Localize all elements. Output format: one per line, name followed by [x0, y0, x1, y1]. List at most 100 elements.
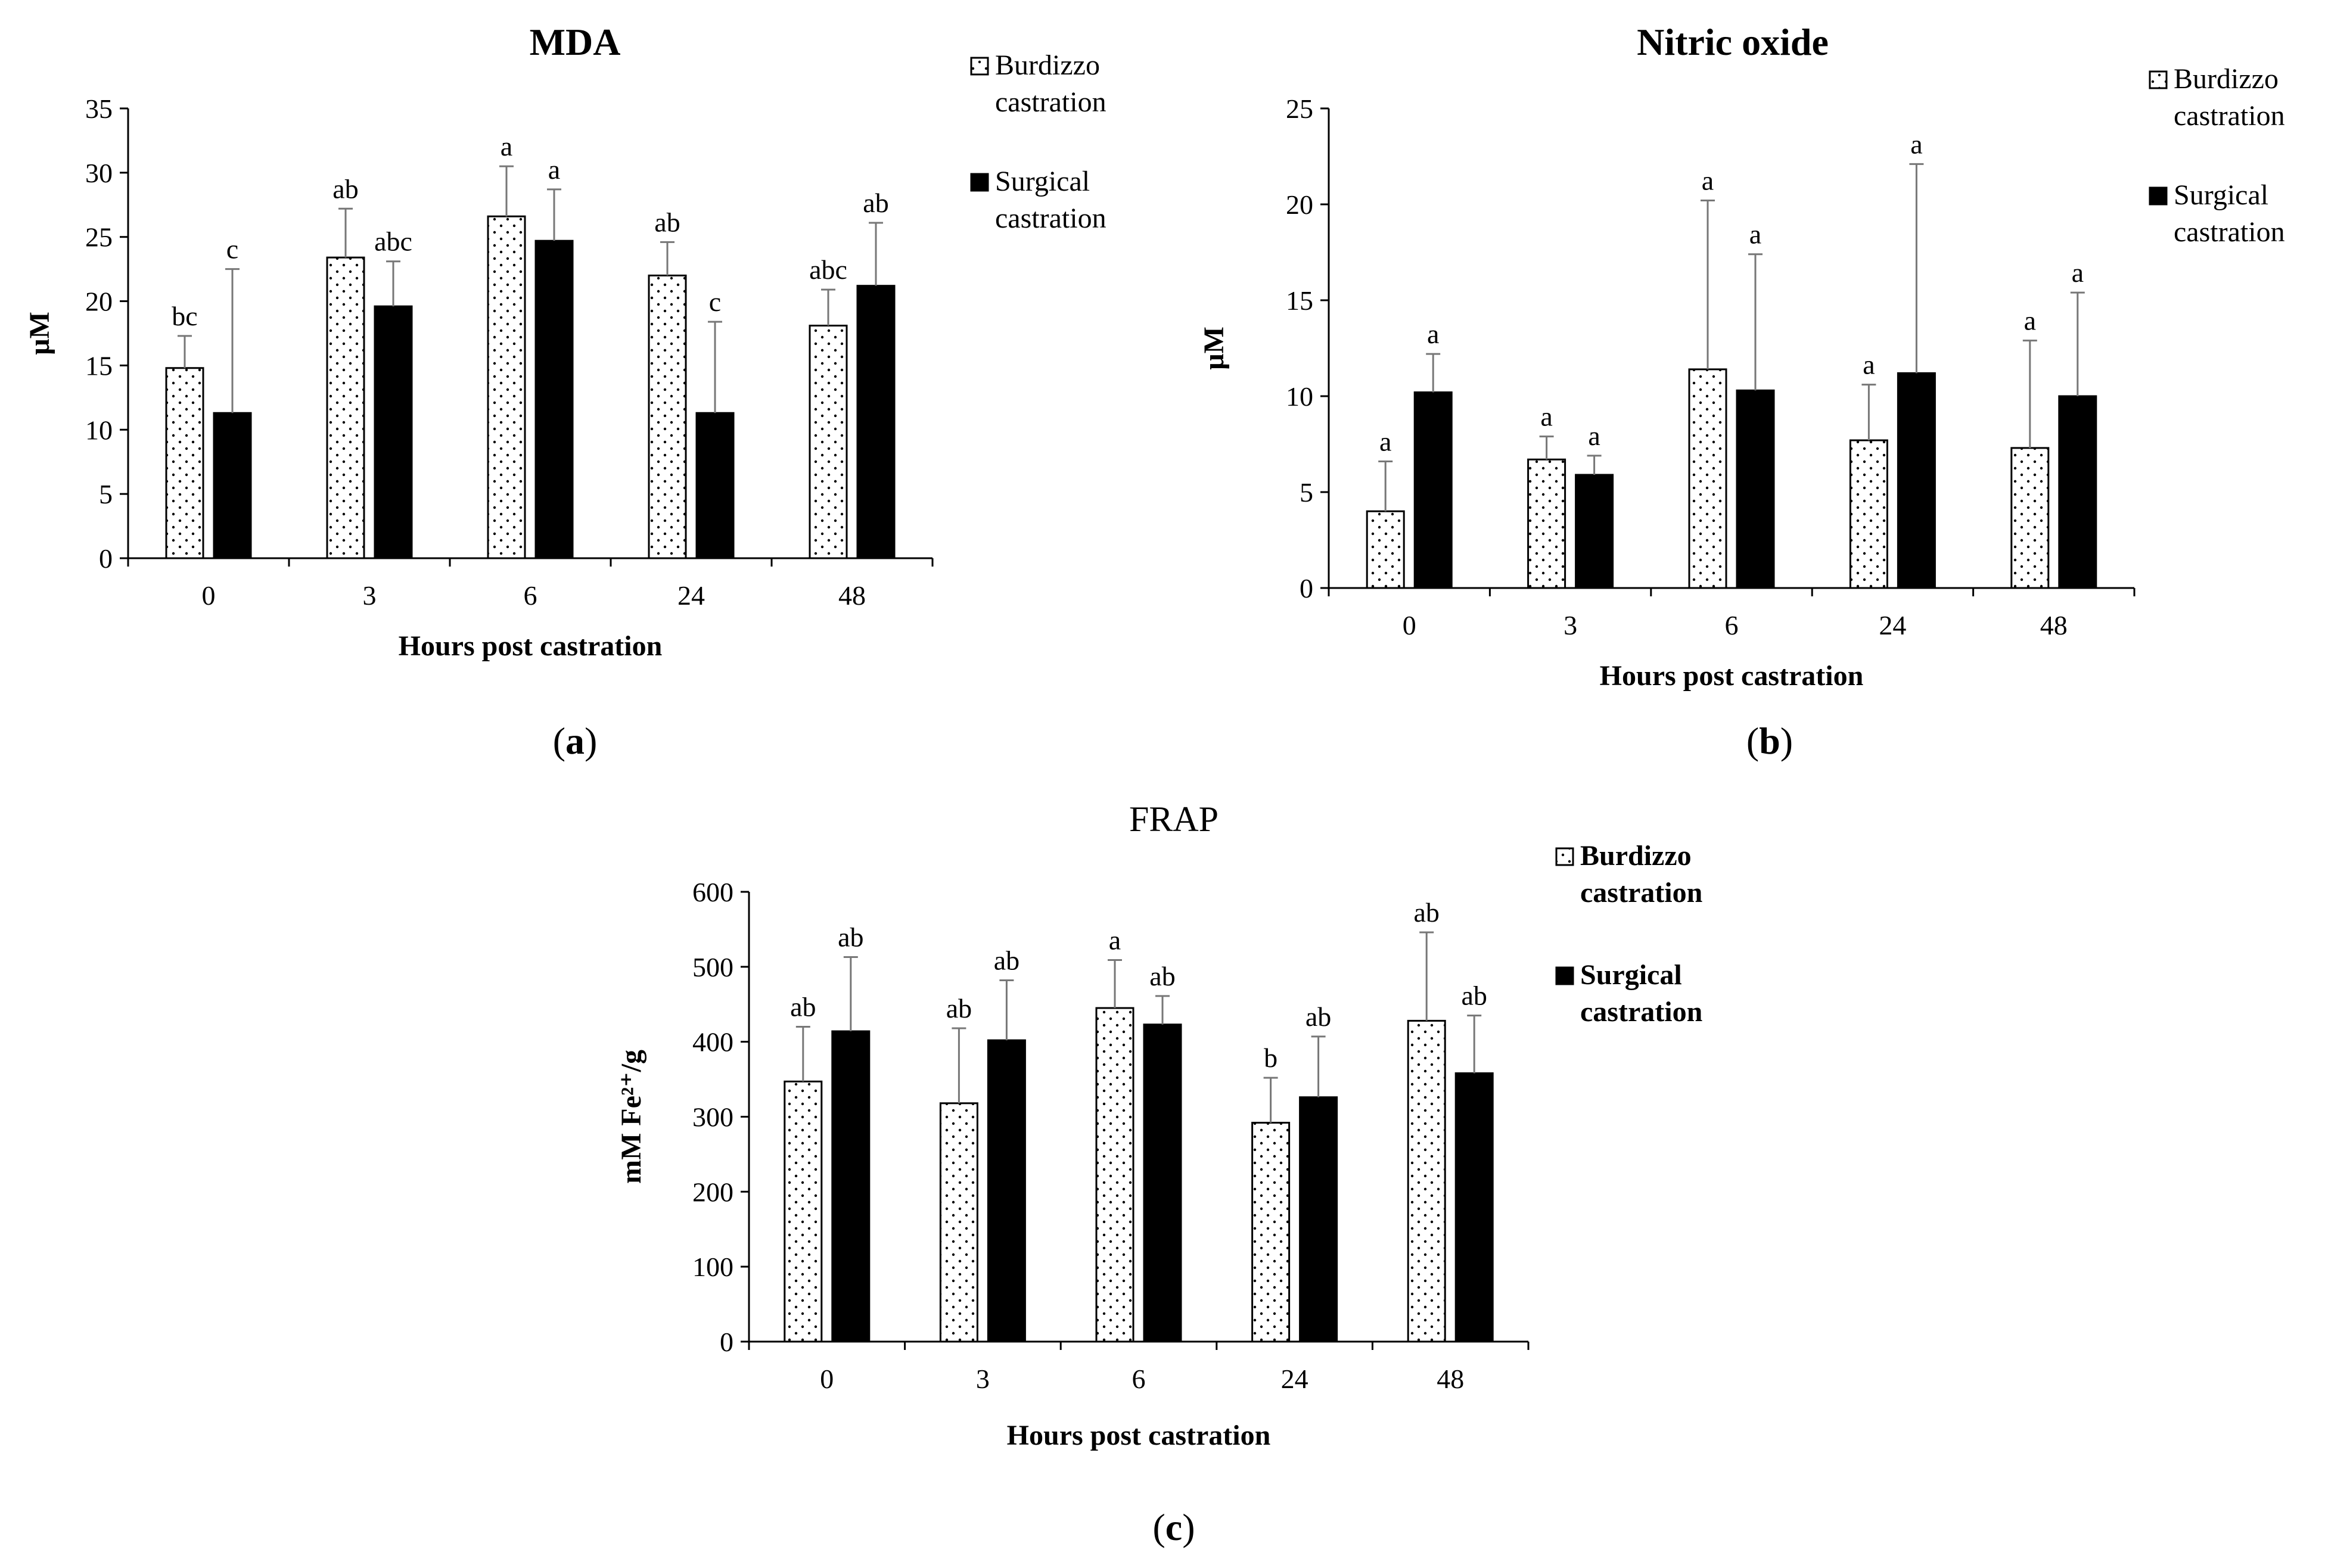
bar — [1688, 368, 1727, 589]
bar — [487, 215, 526, 559]
bar — [831, 1030, 871, 1343]
significance-letter: ab — [863, 188, 888, 218]
legend-label: castration — [995, 86, 1106, 118]
x-tick-label: 24 — [677, 580, 705, 611]
legend-label: Burdizzo — [1580, 840, 1692, 872]
bar — [648, 274, 687, 559]
bar — [987, 1039, 1026, 1343]
legend-swatch — [2149, 186, 2168, 206]
bar — [939, 1102, 978, 1343]
bar — [1299, 1096, 1338, 1343]
significance-letter: ab — [1306, 1001, 1331, 1032]
bar — [695, 412, 735, 559]
significance-letter: abc — [809, 254, 847, 285]
significance-letter: a — [1702, 166, 1714, 196]
y-tick-label: 400 — [692, 1027, 733, 1057]
panel-label: (a) — [553, 720, 598, 762]
bar — [1736, 389, 1775, 589]
bar — [326, 256, 365, 559]
bar — [809, 325, 848, 559]
y-tick-label: 20 — [85, 287, 113, 317]
legend-label: castration — [1580, 996, 1702, 1028]
y-tick-label: 100 — [692, 1252, 733, 1282]
bar — [1575, 474, 1614, 589]
significance-letter: c — [709, 287, 721, 317]
chart-title: MDA — [530, 21, 621, 63]
chart-a: MDA 0 5 10 15 20 25 30 35 0 3 6 24 48 Hours post castr… — [24, 21, 1106, 762]
legend-label: castration — [995, 203, 1106, 234]
x-axis-title: Hours post castration — [1600, 660, 1864, 692]
y-tick-label: 200 — [692, 1177, 733, 1207]
bar — [784, 1080, 823, 1343]
bar — [2058, 395, 2097, 589]
bar — [165, 367, 204, 559]
x-tick-label: 3 — [363, 580, 377, 611]
y-tick-label: 0 — [1300, 573, 1313, 603]
y-tick-label: 0 — [99, 543, 113, 574]
x-axis-title: Hours post castration — [399, 630, 663, 662]
significance-letter: ab — [1413, 897, 1439, 928]
significance-letter: ab — [332, 173, 358, 204]
x-axis-title: Hours post castration — [1007, 1420, 1271, 1451]
y-tick-label: 15 — [85, 350, 113, 381]
legend-label: Surgical — [1580, 959, 1682, 991]
chart-b: Nitric oxide 0 5 10 15 20 25 0 3 6 24 48 Hours post … — [1198, 21, 2285, 762]
y-tick-label: 25 — [1286, 94, 1313, 124]
x-tick-label: 48 — [838, 580, 866, 611]
legend-label: Surgical — [995, 166, 1090, 197]
legend-label: castration — [2174, 216, 2285, 248]
significance-letter: ab — [838, 922, 863, 952]
chart-title: FRAP — [1129, 799, 1219, 839]
significance-letter: a — [1588, 421, 1600, 451]
y-tick-label: 500 — [692, 952, 733, 982]
significance-letter: a — [1863, 350, 1875, 380]
significance-letter: ab — [946, 993, 972, 1023]
x-tick-label: 3 — [976, 1364, 990, 1394]
bar — [213, 412, 252, 559]
x-tick-label: 0 — [202, 580, 216, 611]
bar — [1366, 510, 1405, 589]
y-tick-label: 600 — [692, 877, 733, 907]
x-tick-label: 6 — [1132, 1364, 1146, 1394]
significance-letter: a — [1749, 219, 1761, 250]
legend-label: castration — [1580, 877, 1702, 909]
significance-letter: a — [1427, 319, 1439, 349]
y-tick-label: 10 — [85, 415, 113, 445]
y-tick-label: 5 — [99, 479, 113, 509]
x-tick-label: 6 — [1725, 610, 1739, 640]
significance-letter: a — [1910, 129, 1922, 159]
significance-letter: ab — [994, 945, 1019, 975]
x-tick-label: 0 — [820, 1364, 834, 1394]
significance-letter: a — [2072, 257, 2084, 288]
significance-letter: a — [1109, 925, 1121, 956]
x-tick-label: 6 — [524, 580, 537, 611]
significance-letter: a — [1379, 426, 1391, 456]
x-tick-label: 24 — [1281, 1364, 1308, 1394]
bar — [1897, 372, 1936, 589]
legend-label: castration — [2174, 100, 2285, 132]
bar — [1143, 1023, 1182, 1343]
bar — [856, 285, 896, 559]
legend-label: Burdizzo — [2174, 63, 2279, 95]
y-tick-label: 20 — [1286, 189, 1313, 220]
y-axis-title: mM Fe²⁺/g — [616, 1050, 647, 1184]
bar — [1095, 1007, 1134, 1343]
y-tick-label: 15 — [1286, 285, 1313, 316]
significance-letter: c — [226, 234, 238, 265]
bar — [1413, 391, 1453, 589]
panel-label: (b) — [1746, 720, 1793, 762]
legend-swatch — [1555, 966, 1574, 985]
y-axis-title: μM — [1198, 326, 1230, 370]
bar — [1407, 1019, 1446, 1343]
bar — [1454, 1072, 1494, 1343]
y-tick-label: 30 — [85, 158, 113, 188]
legend-swatch — [970, 57, 989, 76]
legend-swatch — [2149, 70, 2168, 89]
y-tick-label: 25 — [85, 222, 113, 253]
bar — [1251, 1122, 1291, 1343]
x-tick-label: 48 — [2040, 610, 2068, 640]
significance-letter: b — [1264, 1043, 1277, 1073]
bar — [2010, 447, 2050, 589]
